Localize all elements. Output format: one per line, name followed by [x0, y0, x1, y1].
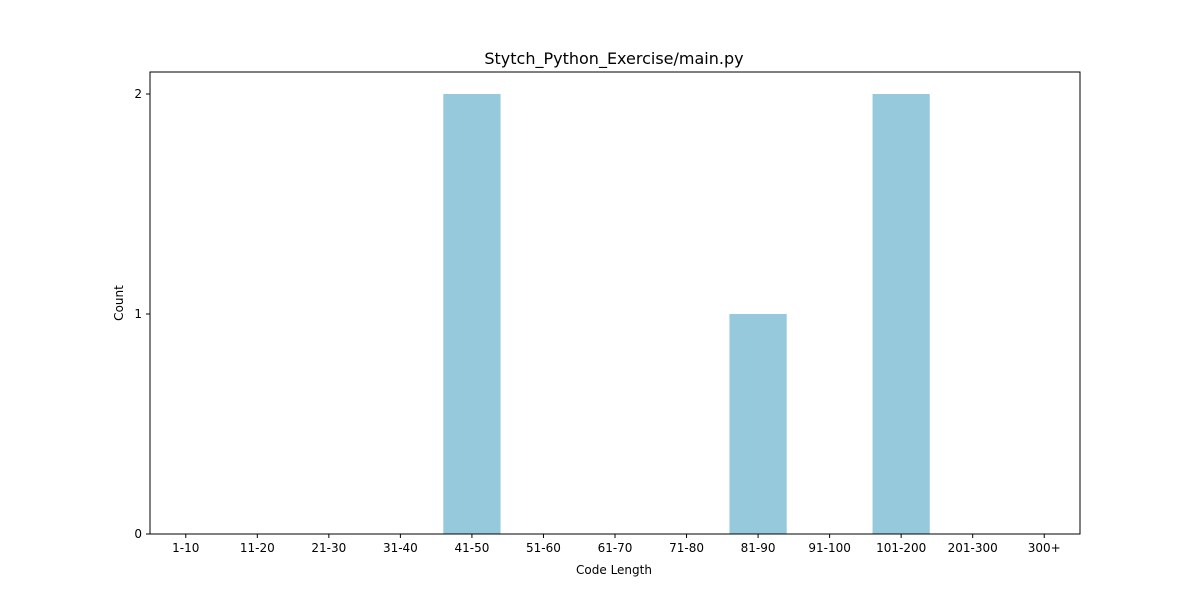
x-tick-label: 31-40 [383, 541, 418, 555]
y-tick-label: 0 [134, 527, 142, 541]
x-axis-ticks: 1-10 11-20 21-30 31-40 41-50 51-60 61-70 71-80 8… [172, 534, 1061, 555]
x-tick-label: 81-90 [741, 541, 776, 555]
x-axis-label: Code Length [576, 563, 652, 577]
x-tick-label: 41-50 [454, 541, 489, 555]
x-tick-label: 101-200 [876, 541, 926, 555]
plot-frame [149, 71, 1081, 535]
bar-101-200 [872, 94, 930, 534]
x-tick-label: 21-30 [311, 541, 346, 555]
chart-title: Stytch_Python_Exercise/main.py [484, 49, 743, 69]
bar-41-50 [443, 94, 501, 534]
x-tick-label: 300+ [1028, 541, 1061, 555]
bar-81-90 [729, 314, 787, 534]
x-tick-label: 91-100 [808, 541, 851, 555]
x-tick-label: 51-60 [526, 541, 561, 555]
x-tick-label: 11-20 [240, 541, 275, 555]
x-tick-label: 71-80 [669, 541, 704, 555]
bars-group [443, 94, 930, 534]
y-tick-label: 1 [134, 307, 142, 321]
y-tick-label: 2 [134, 87, 142, 101]
x-tick-label: 201-300 [948, 541, 998, 555]
x-tick-label: 1-10 [172, 541, 199, 555]
x-tick-label: 61-70 [598, 541, 633, 555]
y-axis-ticks: 0 1 2 [134, 87, 150, 541]
y-axis-label: Count [112, 285, 126, 321]
